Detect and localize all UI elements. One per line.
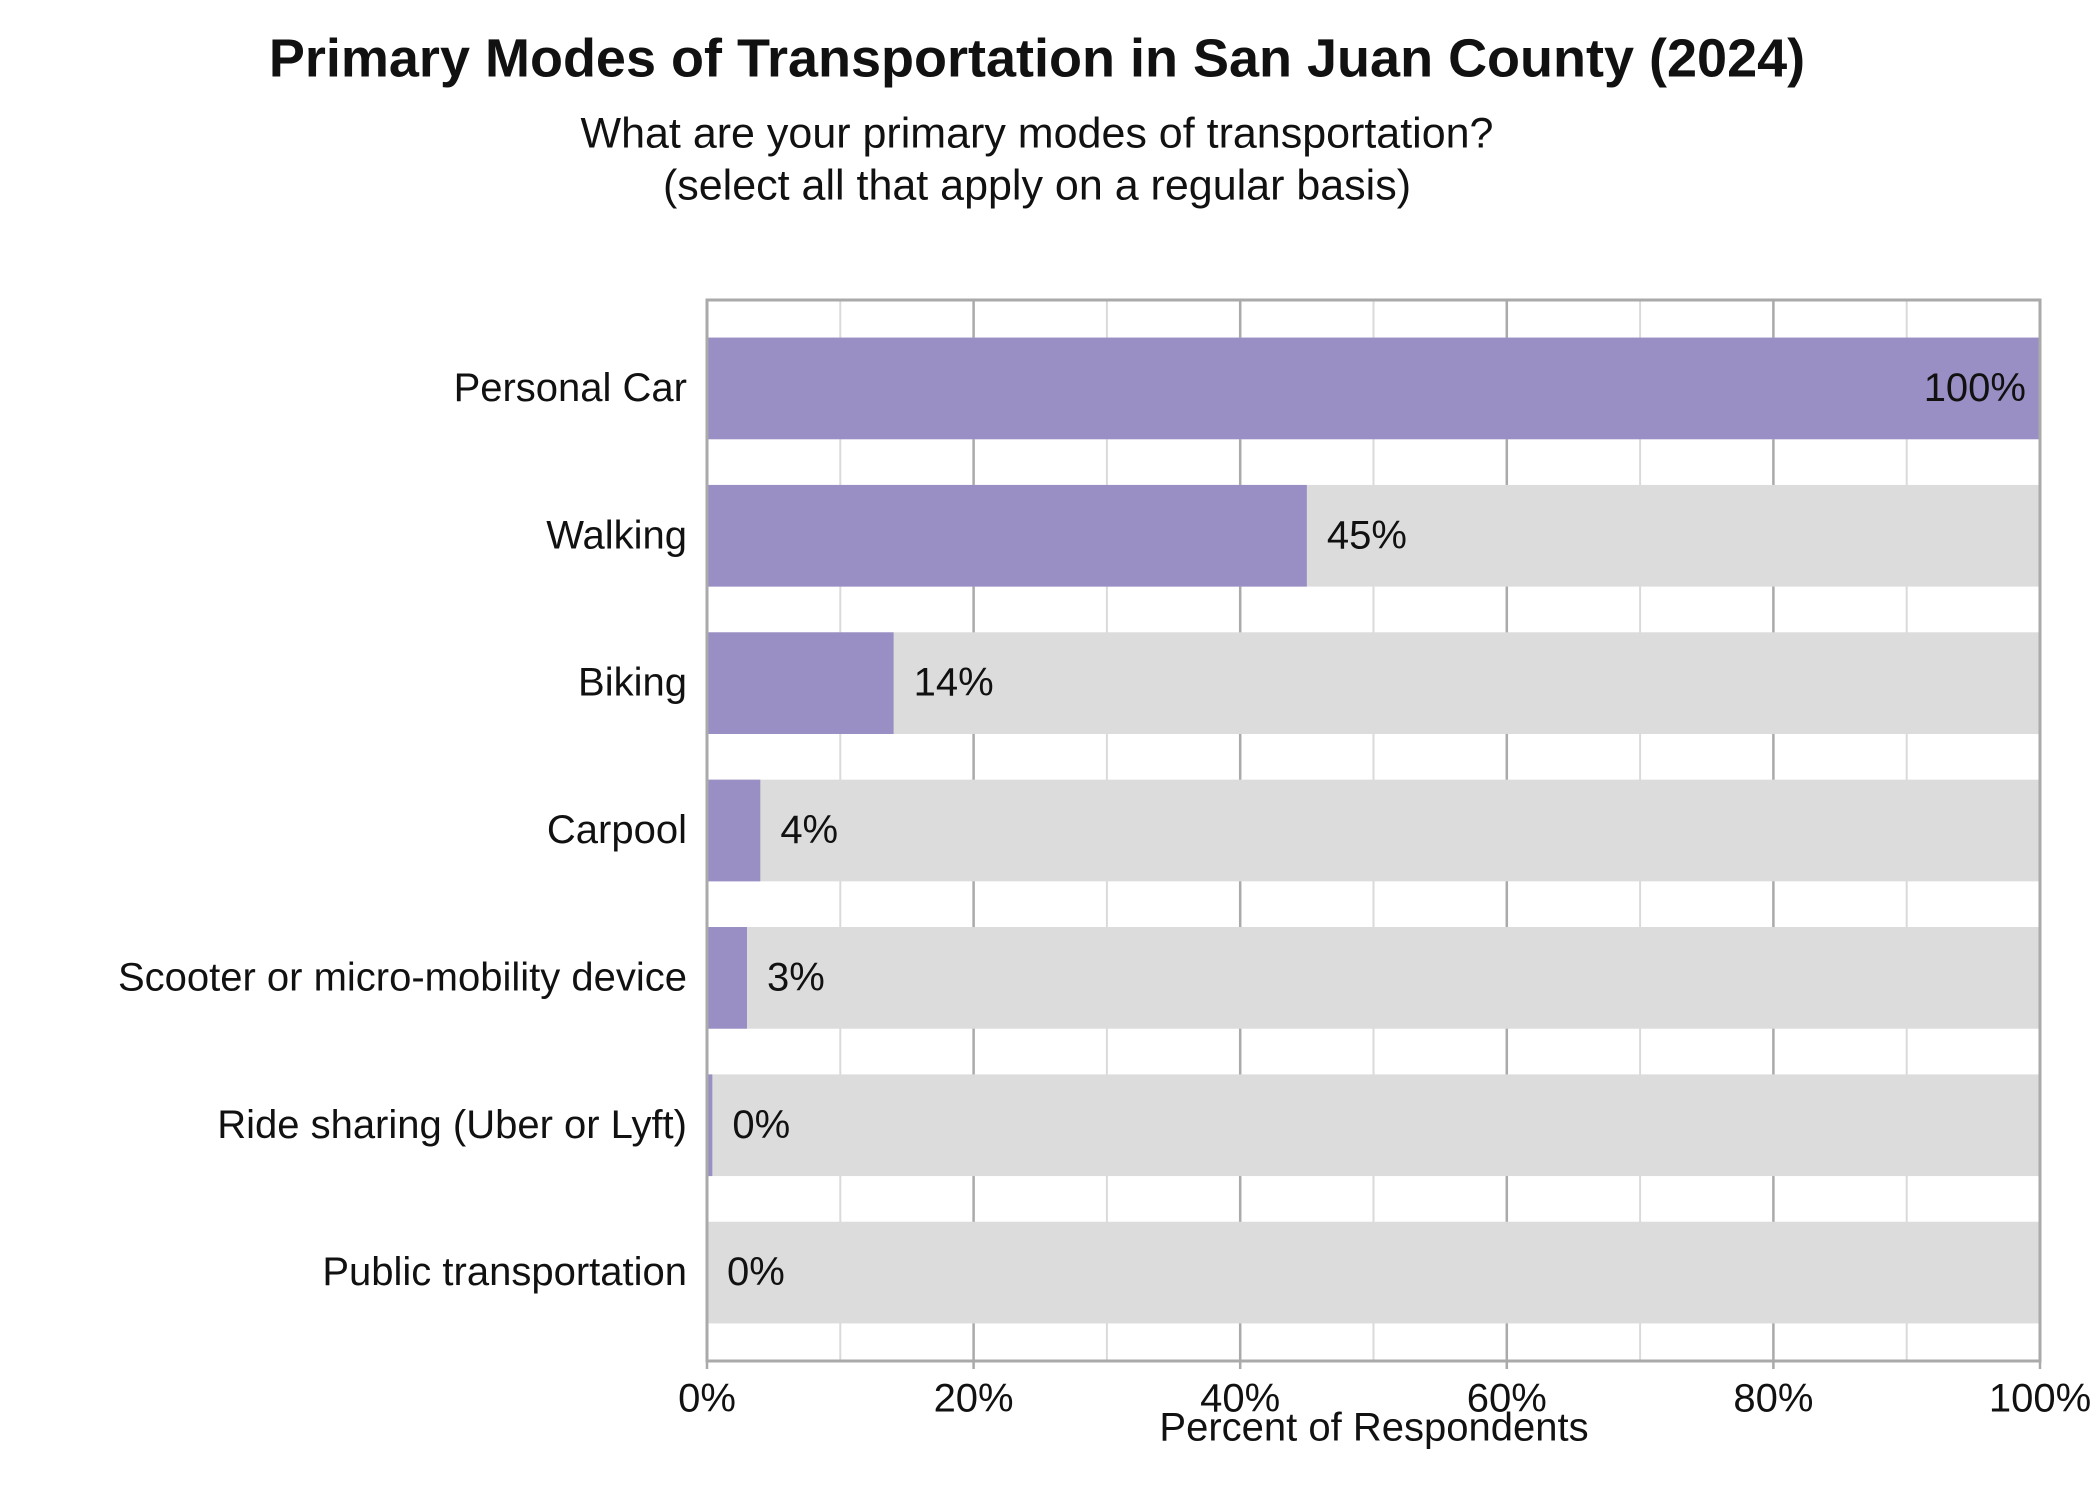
bar: [707, 484, 1307, 587]
x-tick-label: 60%: [1467, 1377, 1547, 1421]
value-label: 0%: [732, 1103, 790, 1147]
value-label: 0%: [727, 1250, 785, 1294]
x-axis-label: Percent of Respondents: [1159, 1406, 1588, 1450]
chart-subtitle: (select all that apply on a regular basi…: [663, 161, 1411, 209]
value-label: 3%: [767, 955, 825, 999]
bar-track: [707, 1074, 2040, 1177]
y-tick-label: Personal Car: [454, 366, 687, 410]
bar-track: [707, 632, 2040, 734]
bar: [707, 1074, 713, 1177]
y-tick-label: Walking: [546, 513, 687, 557]
x-tick-label: 20%: [934, 1377, 1014, 1421]
bar-track: [707, 927, 2040, 1029]
x-tick-label: 100%: [1989, 1377, 2091, 1421]
y-tick-label: Ride sharing (Uber or Lyft): [217, 1103, 687, 1147]
value-label: 4%: [780, 808, 838, 852]
chart-subtitle: What are your primary modes of transport…: [581, 109, 1494, 157]
bar: [707, 337, 2040, 440]
chart-title: Primary Modes of Transportation in San J…: [269, 28, 1805, 88]
y-tick-label: Public transportation: [322, 1250, 687, 1294]
x-tick-label: 40%: [1200, 1377, 1280, 1421]
plot-frame: [705, 298, 2042, 1363]
y-tick-label: Biking: [578, 661, 687, 705]
bar: [707, 779, 761, 882]
value-label: 100%: [1924, 366, 2026, 410]
bar-track: [707, 1221, 2040, 1324]
bar-track: [707, 779, 2040, 882]
bar: [707, 927, 747, 1029]
x-tick-label: 0%: [678, 1377, 736, 1421]
value-label: 45%: [1327, 513, 1407, 557]
x-tick-label: 80%: [1733, 1377, 1813, 1421]
value-label: 14%: [914, 661, 994, 705]
y-tick-label: Scooter or micro-mobility device: [118, 955, 687, 999]
y-tick-label: Carpool: [547, 808, 687, 852]
bar: [707, 632, 894, 734]
